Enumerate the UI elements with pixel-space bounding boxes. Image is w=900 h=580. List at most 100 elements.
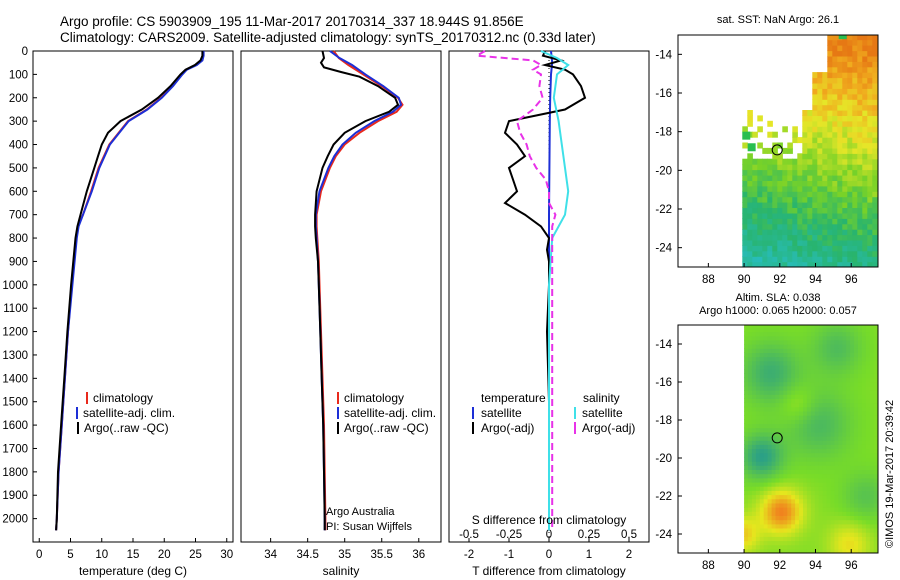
sla-cell (755, 461, 761, 466)
sla-cell (869, 444, 875, 450)
sla-cell (748, 402, 753, 408)
sla-cell (806, 356, 812, 362)
sla-cell (767, 507, 773, 512)
sla-cell (846, 498, 851, 504)
sla-cell (814, 356, 820, 362)
sst-cell (757, 212, 763, 219)
sla-cell (850, 331, 855, 337)
legend-label-sal-satellite: satellite (582, 406, 623, 420)
sst-cell (827, 261, 833, 267)
sst-cell (757, 256, 763, 263)
sla-cell (842, 415, 847, 420)
sla-cell (810, 473, 816, 479)
sla-cell (858, 398, 863, 404)
sla-cell (846, 352, 851, 358)
sst-cell (827, 245, 833, 252)
sla-cell (795, 465, 800, 470)
sst-cell (817, 120, 823, 127)
sla-cell (834, 498, 839, 504)
sla-cell (806, 494, 812, 500)
sla-cell (751, 419, 757, 424)
sla-cell (810, 339, 816, 345)
sla-cell (865, 356, 871, 362)
sst-cell (787, 212, 793, 219)
sla-cell (799, 448, 804, 454)
sla-cell (748, 507, 753, 512)
sst-cell (832, 191, 838, 198)
sla-cell (818, 519, 824, 525)
sla-cell (822, 494, 828, 500)
sla-cell (748, 394, 753, 399)
map-x-tick-label: 88 (702, 560, 715, 572)
sla-cell (850, 394, 855, 399)
sla-cell (771, 344, 777, 349)
sst-cell (872, 55, 878, 62)
sst-cell (762, 185, 768, 192)
sst-cell (747, 169, 753, 176)
sla-cell (838, 548, 843, 553)
sla-cell (763, 527, 769, 533)
sla-cell (775, 486, 780, 491)
sla-cell (755, 452, 761, 458)
sst-cell (752, 158, 758, 165)
sst-cell (742, 223, 748, 230)
sla-cell (755, 410, 761, 416)
sla-cell (869, 515, 875, 521)
sla-cell (744, 527, 749, 533)
sla-cell (759, 498, 765, 504)
sst-cell (847, 110, 853, 116)
sla-cell (826, 415, 832, 420)
sst-cell (857, 39, 863, 46)
sst-cell (852, 115, 858, 122)
sla-cell (850, 436, 855, 441)
sst-cell (742, 250, 748, 257)
sst-cell (872, 39, 878, 46)
sst-cell (867, 61, 873, 68)
sla-cell (854, 469, 859, 475)
sla-cell (755, 502, 761, 508)
sst-cell (837, 207, 843, 214)
sla-cell (814, 481, 820, 487)
sla-cell (838, 444, 843, 450)
sla-cell (806, 507, 812, 512)
sla-cell (818, 360, 824, 366)
sla-cell (767, 377, 773, 383)
sst-cell (837, 196, 843, 203)
sla-cell (799, 477, 804, 483)
sst-cell (857, 180, 863, 187)
sla-cell (822, 344, 828, 349)
x-tick-label: 35.5 (371, 549, 393, 561)
sla-cell (865, 456, 871, 462)
sla-cell (854, 502, 859, 508)
sla-cell (755, 548, 761, 553)
sst-cell (832, 212, 838, 219)
sst-cell (837, 50, 843, 57)
sla-cell (865, 419, 871, 424)
sst-cell (792, 126, 798, 133)
sla-cell (775, 536, 780, 542)
sla-cell (842, 423, 847, 429)
sla-cell (755, 540, 761, 546)
sst-cell (767, 180, 773, 187)
sst-cell (842, 256, 848, 263)
sla-cell (834, 410, 839, 416)
sla-cell (803, 331, 808, 337)
sst-cell (847, 147, 853, 154)
sla-cell (755, 532, 761, 537)
sla-cell (763, 348, 769, 353)
sla-cell (846, 461, 851, 466)
sla-cell (759, 406, 765, 412)
sst-cell (842, 196, 848, 203)
sla-cell (775, 490, 780, 496)
sla-cell (806, 369, 812, 374)
sst-cell (782, 164, 788, 171)
sla-cell (779, 394, 784, 399)
sla-cell (748, 490, 753, 496)
sla-cell (795, 364, 800, 370)
sla-cell (806, 402, 812, 408)
sla-cell (838, 423, 843, 429)
sst-cell (797, 234, 803, 241)
sla-cell (822, 377, 828, 383)
sla-cell (783, 448, 788, 454)
sla-cell (814, 511, 820, 516)
